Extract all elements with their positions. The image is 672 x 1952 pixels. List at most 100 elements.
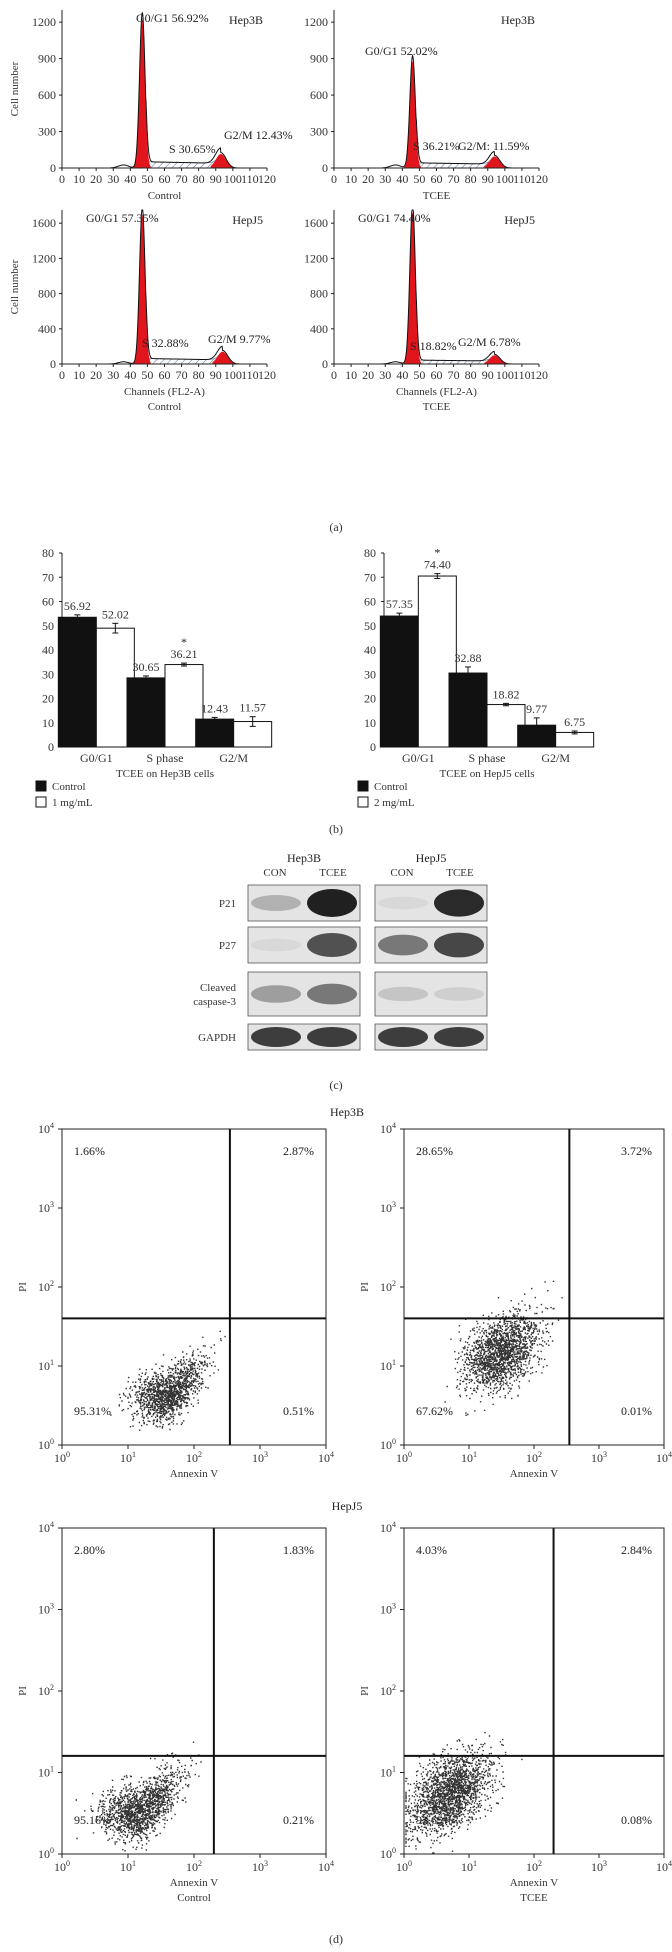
blot-row-label: GAPDH bbox=[198, 1032, 236, 1044]
x-tick-label: 50 bbox=[413, 368, 425, 382]
blot-band bbox=[251, 985, 301, 1003]
y-tick-label: 104 bbox=[38, 1121, 54, 1136]
data-label: 36.21 bbox=[171, 647, 198, 661]
quadrant-upper-right: 3.72% bbox=[621, 1144, 652, 1158]
blot-band bbox=[434, 1027, 484, 1047]
y-tick-label: 100 bbox=[380, 1437, 396, 1452]
s-phase-area bbox=[145, 158, 222, 169]
y-tick-label: 101 bbox=[38, 1358, 54, 1373]
x-tick-label: 80 bbox=[193, 368, 205, 382]
event-dots bbox=[75, 1741, 202, 1852]
y-tick-label: 104 bbox=[380, 1520, 396, 1535]
y-tick-label: 20 bbox=[42, 692, 54, 706]
x-axis-sublabel: TCEE bbox=[520, 1892, 548, 1904]
x-tick-label: 100 bbox=[224, 368, 242, 382]
g0g1-annotation: G0/G1 56.92% bbox=[136, 11, 209, 25]
x-tick-label: 40 bbox=[396, 368, 408, 382]
y-tick-label: 1200 bbox=[304, 251, 328, 265]
x-tick-label: 104 bbox=[656, 1450, 672, 1465]
g2m-peak-fill bbox=[210, 154, 233, 168]
cell-line-label: HepJ5 bbox=[232, 213, 263, 227]
y-tick-label: 20 bbox=[364, 692, 376, 706]
blot-band bbox=[378, 896, 428, 910]
x-tick-label: 0 bbox=[331, 172, 337, 186]
x-tick-label: 103 bbox=[252, 1450, 268, 1465]
event-dots bbox=[444, 1280, 563, 1416]
y-tick-label: 103 bbox=[380, 1602, 396, 1617]
s-phase-annotation: S 36.21% bbox=[413, 139, 460, 153]
significance-mark: * bbox=[181, 635, 187, 649]
blot-group-label: HepJ5 bbox=[416, 851, 447, 865]
significance-mark: * bbox=[434, 546, 440, 560]
bar bbox=[57, 616, 97, 748]
y-tick-label: 0 bbox=[50, 161, 56, 175]
y-tick-label: 1200 bbox=[304, 15, 328, 29]
category-label: G2/M bbox=[541, 751, 570, 765]
x-axis-label: Annexin V bbox=[170, 1877, 218, 1889]
g2m-annotation: G2/M: 11.59% bbox=[458, 139, 530, 153]
bar bbox=[379, 615, 419, 748]
quadrant-lower-left: 95.31% bbox=[74, 1404, 111, 1418]
y-tick-label: 800 bbox=[310, 287, 328, 301]
bar-chart-hep3b: 0 10 20 30 40 50 60 70 80 G0/G1 56.92 52.02 S phase 3… bbox=[35, 546, 273, 809]
y-tick-label: 102 bbox=[38, 1683, 54, 1698]
legend-label: Control bbox=[52, 781, 86, 793]
x-tick-label: 80 bbox=[465, 172, 477, 186]
y-tick-label: 103 bbox=[380, 1200, 396, 1215]
category-label: S phase bbox=[469, 751, 506, 765]
panel-label-b: (b) bbox=[329, 822, 343, 836]
y-tick-label: 102 bbox=[38, 1279, 54, 1294]
x-tick-label: 10 bbox=[73, 368, 85, 382]
x-tick-label: 90 bbox=[482, 172, 494, 186]
event-dots bbox=[110, 1330, 226, 1431]
y-tick-label: 100 bbox=[380, 1846, 396, 1861]
data-label: 18.82 bbox=[493, 687, 520, 701]
y-tick-label: 80 bbox=[42, 546, 54, 560]
x-tick-label: 90 bbox=[482, 368, 494, 382]
quadrant-lower-left: 67.62% bbox=[416, 1404, 453, 1418]
blot-band bbox=[251, 938, 301, 952]
x-axis-sublabel: Control bbox=[177, 1892, 211, 1904]
y-axis-label: PI bbox=[359, 1282, 371, 1292]
s-phase-area bbox=[415, 159, 495, 169]
data-label: 56.92 bbox=[64, 599, 91, 613]
x-tick-label: 100 bbox=[496, 172, 514, 186]
x-tick-label: 90 bbox=[210, 172, 222, 186]
x-tick-label: 10 bbox=[345, 368, 357, 382]
x-tick-label: 101 bbox=[120, 1859, 136, 1874]
bar bbox=[448, 672, 488, 748]
x-tick-label: 100 bbox=[54, 1450, 70, 1465]
cell-line-label: Hep3B bbox=[501, 13, 535, 27]
plot-frame bbox=[61, 1527, 327, 1855]
x-tick-label: 30 bbox=[107, 368, 119, 382]
y-tick-label: 101 bbox=[380, 1358, 396, 1373]
g2m-peak-fill bbox=[212, 351, 235, 364]
quadrant-lower-right: 0.21% bbox=[283, 1813, 314, 1827]
x-tick-label: 120 bbox=[530, 172, 548, 186]
x-tick-label: 30 bbox=[107, 172, 119, 186]
y-tick-label: 1200 bbox=[32, 15, 56, 29]
y-tick-label: 103 bbox=[38, 1200, 54, 1215]
x-tick-label: 20 bbox=[362, 368, 374, 382]
data-label: 32.88 bbox=[455, 651, 482, 665]
y-tick-label: 300 bbox=[310, 125, 328, 139]
y-tick-label: 104 bbox=[38, 1520, 54, 1535]
data-label: 52.02 bbox=[102, 607, 129, 621]
bar bbox=[555, 731, 595, 748]
y-tick-label: 600 bbox=[38, 88, 56, 102]
data-label: 74.40 bbox=[424, 558, 451, 572]
x-tick-label: 40 bbox=[396, 172, 408, 186]
y-tick-label: 70 bbox=[42, 570, 54, 584]
data-label: 57.35 bbox=[386, 597, 413, 611]
x-tick-label: 102 bbox=[526, 1450, 542, 1465]
y-tick-label: 60 bbox=[364, 595, 376, 609]
y-axis-label: PI bbox=[359, 1686, 371, 1696]
x-axis-label: TCEE on Hep3B cells bbox=[116, 768, 214, 780]
y-tick-label: 101 bbox=[38, 1765, 54, 1780]
x-tick-label: 102 bbox=[186, 1859, 202, 1874]
x-tick-label: 50 bbox=[413, 172, 425, 186]
y-tick-label: 70 bbox=[364, 570, 376, 584]
x-tick-label: 30 bbox=[379, 368, 391, 382]
